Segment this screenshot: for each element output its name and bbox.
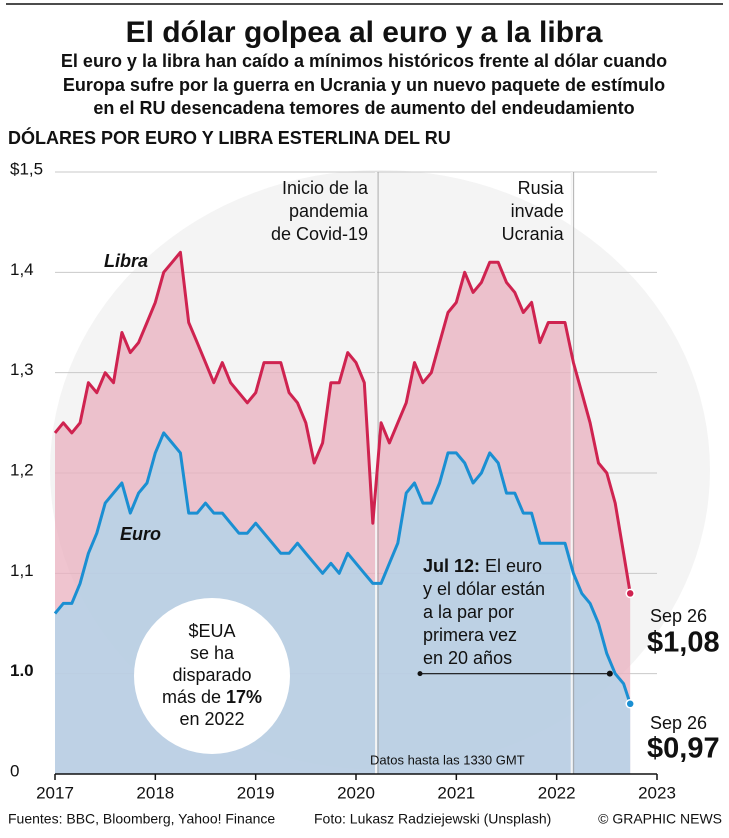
callout-bold: 17% — [226, 687, 262, 707]
end-value: $0,97 — [647, 733, 720, 765]
parity-label: y el dólar están — [423, 579, 545, 599]
x-tick-label: 2019 — [237, 783, 275, 802]
parity-label: a la par por — [423, 602, 514, 622]
callout-circle — [134, 598, 290, 754]
line — [53, 250, 632, 594]
parity-label: Jul 12: El euro — [423, 556, 542, 576]
y-tick-label: $1,5 — [10, 159, 43, 178]
parity-label: en 20 años — [423, 648, 512, 668]
end-point — [625, 588, 635, 599]
parity-dot — [417, 671, 423, 677]
y-tick-label: 1,4 — [10, 260, 34, 279]
parity-date: Jul 12: — [423, 556, 480, 576]
callout-text: se ha — [190, 643, 235, 663]
x-tick-label: 2021 — [437, 783, 475, 802]
y-tick-label: 1,1 — [10, 561, 34, 580]
footer-photo: Foto: Lukasz Radziejewski (Unsplash) — [314, 811, 551, 827]
footer-sources: Fuentes: BBC, Bloomberg, Yahoo! Finance — [8, 811, 275, 827]
y-tick-label: 1,2 — [10, 460, 34, 479]
end-date: Sep 26 — [650, 713, 707, 733]
callout-text: disparado — [172, 665, 251, 685]
legend-label: Euro — [120, 524, 161, 544]
event-label: de Covid-19 — [271, 224, 368, 244]
line — [53, 431, 632, 705]
legend-label: Libra — [104, 251, 148, 271]
subtitle: Europa sufre por la guerra en Ucrania y … — [63, 75, 665, 95]
x-tick-label: 2020 — [337, 783, 375, 802]
x-tick-label: 2017 — [36, 783, 74, 802]
event-label: Inicio de la — [282, 178, 369, 198]
parity-dot — [606, 670, 613, 677]
event-label: pandemia — [289, 201, 369, 221]
note: Datos hasta las 1330 GMT — [370, 752, 525, 767]
x-tick-label: 2023 — [638, 783, 676, 802]
event-label: Rusia — [518, 178, 565, 198]
callout-text: más de — [162, 687, 226, 707]
callout-text: $EUA — [188, 621, 235, 641]
parity-text: El euro — [480, 556, 542, 576]
x-tick-label: 2018 — [136, 783, 174, 802]
y-tick-label: 0 — [10, 761, 19, 780]
end-point — [625, 699, 635, 709]
chart-title: El dólar golpea al euro y a la libra — [126, 16, 603, 49]
parity-label: primera vez — [423, 625, 517, 645]
plot: 0 1.0 1,1 1,2 1,3 1,4 $1,5 Inicio de la pandemia… — [10, 159, 720, 802]
footer-credit: © GRAPHIC NEWS — [598, 811, 722, 827]
end-date: Sep 26 — [650, 606, 707, 626]
subtitle: en el RU desencadena temores de aumento … — [93, 98, 634, 118]
y-tick-label: 1.0 — [10, 661, 34, 680]
x-tick-label: 2022 — [538, 783, 576, 802]
event-label: Ucrania — [502, 224, 565, 244]
axis-title: DÓLARES POR EURO Y LIBRA ESTERLINA DEL R… — [8, 127, 451, 148]
callout-text: en 2022 — [179, 709, 244, 729]
y-tick-label: 1,3 — [10, 360, 34, 379]
callout-text: más de 17% — [162, 687, 262, 707]
subtitle: El euro y la libra han caído a mínimos h… — [61, 51, 667, 71]
event-label: invade — [511, 201, 564, 221]
end-value: $1,08 — [647, 627, 720, 659]
